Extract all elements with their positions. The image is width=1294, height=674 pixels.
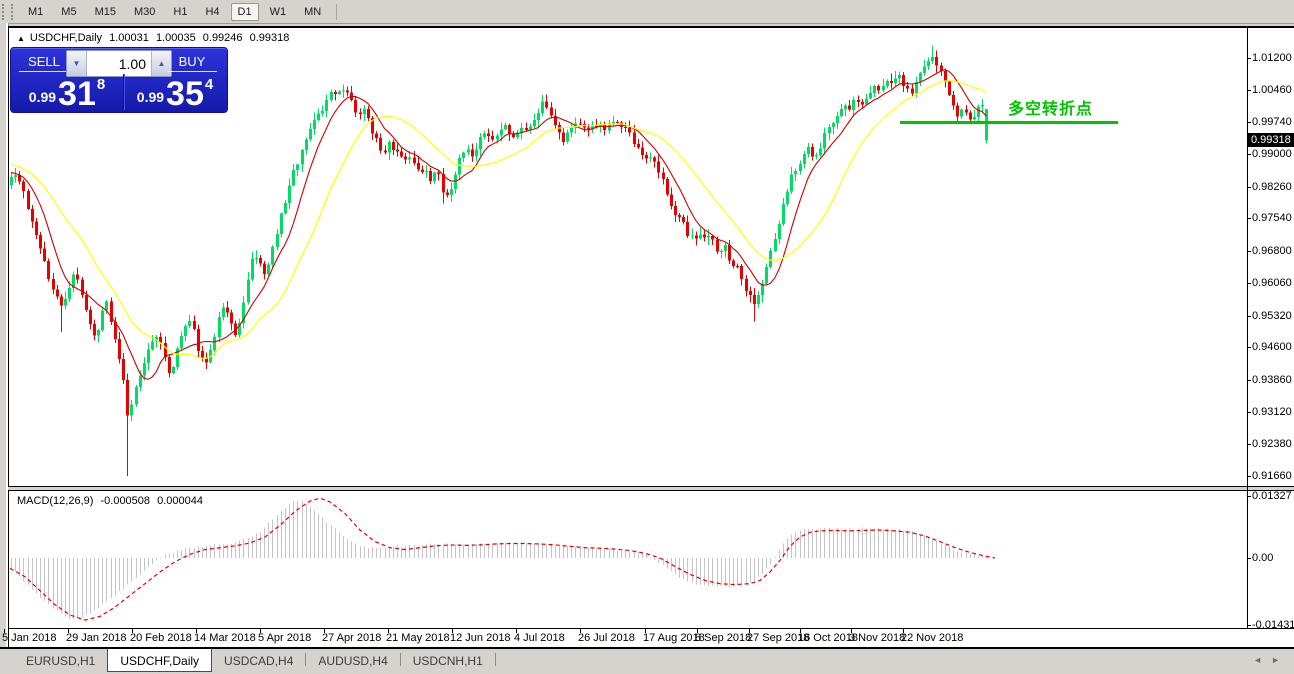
price-axis-label: 0.99000 [1252, 148, 1292, 161]
macd-name: MACD(12,26,9) [17, 495, 94, 507]
timeframe-button-mn[interactable]: MN [297, 3, 328, 21]
sell-price-sup: 8 [96, 76, 106, 93]
ohlc-close: 0.99318 [249, 32, 290, 44]
volume-spinner: ▼ ▲ [66, 50, 172, 77]
buy-price[interactable]: 0.99 35 4 [125, 74, 225, 113]
timeframe-button-m1[interactable]: M1 [21, 3, 50, 21]
date-axis-label: 27 Apr 2018 [322, 632, 382, 644]
date-axis-label: 27 Sep 2018 [747, 632, 810, 644]
tab-separator [494, 653, 496, 666]
price-axis-label: 1.00460 [1252, 84, 1292, 97]
timeframe-button-m5[interactable]: M5 [54, 3, 83, 21]
volume-decrease-button[interactable]: ▼ [67, 51, 87, 76]
current-price-tag: 0.99318 [1248, 133, 1294, 148]
price-axis-label: 0.96800 [1252, 244, 1292, 257]
date-axis-label: 12 Jun 2018 [450, 632, 511, 644]
spinner-up-icon: ▲ [157, 59, 166, 68]
price-axis-label: 0.92380 [1252, 438, 1292, 451]
price-axis-label: 0.98260 [1252, 180, 1292, 193]
sell-price-big: 31 [58, 75, 96, 113]
buy-price-sup: 4 [204, 76, 214, 93]
toolbar-separator [336, 3, 338, 20]
tab-scroll-right-icon[interactable]: ► [1265, 654, 1286, 666]
tab-separator [399, 653, 401, 666]
chart-tab-usdcnh[interactable]: USDCNH,H1 [412, 653, 483, 668]
date-axis-label: 8 Sep 2018 [695, 632, 752, 644]
ohlc-open: 1.00031 [109, 32, 149, 44]
ohlc-low: 0.99246 [202, 32, 243, 44]
price-axis-label: 1.01200 [1252, 52, 1292, 64]
date-axis-label: 17 Aug 2018 [643, 632, 705, 644]
timeframe-toolbar: M1 M5 M15 M30 H1 H4 D1 W1 MN [0, 0, 1294, 24]
date-axis-label: 16 Oct 2018 [798, 632, 858, 644]
date-axis-label: 29 Jan 2018 [66, 632, 127, 644]
chart-header: ▲ USDCHF,Daily 1.00031 1.00035 0.99246 0.… [17, 32, 293, 44]
price-axis-label: 0.93860 [1252, 373, 1292, 386]
sell-button[interactable]: SELL [19, 52, 69, 72]
buy-price-big: 35 [166, 75, 204, 113]
timeframe-button-h4[interactable]: H4 [198, 3, 226, 21]
trend-annotation-label[interactable]: 多空转折点 [1008, 101, 1094, 118]
macd-axis-label: 0.00 [1252, 552, 1274, 564]
date-axis-label: 26 Jul 2018 [578, 632, 635, 644]
chart-tab-bar: EURUSD,H1 USDCHF,Daily USDCAD,H4 AUDUSD,H4 U… [0, 649, 1294, 674]
date-axis-label: 4 Jul 2018 [514, 632, 565, 644]
toolbar-grip-handle[interactable] [2, 3, 13, 20]
price-axis-label: 0.97540 [1252, 212, 1292, 225]
macd-indicator-label: MACD(12,26,9) -0.000508 0.000044 [17, 495, 207, 507]
price-axis-label: 0.96060 [1252, 277, 1292, 290]
price-axis-label: 0.94600 [1252, 341, 1292, 354]
timeframe-button-w1[interactable]: W1 [263, 3, 294, 21]
date-axis-label: 20 Feb 2018 [130, 632, 192, 644]
collapse-triangle-icon[interactable]: ▲ [17, 34, 25, 43]
price-axis-label: 0.99740 [1252, 115, 1292, 128]
date-axis-label: 5 Apr 2018 [258, 632, 312, 644]
sell-price-small: 0.99 [28, 89, 57, 105]
spinner-down-icon: ▼ [72, 59, 81, 68]
price-axis-label: 0.91660 [1252, 469, 1292, 482]
tab-scroll-left-icon[interactable]: ◄ [1247, 654, 1268, 666]
chart-tab-usdcad[interactable]: USDCAD,H4 [224, 653, 294, 668]
one-click-trading-panel: SELL ▼ ▲ BUY 0.99 31 8 0.99 35 4 [10, 47, 228, 113]
timeframe-button-m15[interactable]: M15 [88, 3, 123, 21]
volume-input[interactable] [87, 51, 151, 76]
chart-tab-audusd[interactable]: AUDUSD,H4 [318, 653, 388, 668]
date-axis-label: 5 Jan 2018 [2, 632, 57, 644]
buy-button[interactable]: BUY [167, 52, 217, 72]
timeframe-button-h1[interactable]: H1 [166, 3, 194, 21]
macd-axis-label: -0.01431 [1252, 618, 1294, 631]
ohlc-high: 1.00035 [155, 32, 196, 44]
macd-signal-value: 0.000044 [157, 495, 203, 507]
price-axis-label: 0.93120 [1252, 405, 1292, 418]
buy-price-small: 0.99 [136, 89, 165, 105]
price-axis-label: 0.95320 [1252, 309, 1292, 322]
date-axis-label: 22 Nov 2018 [901, 632, 964, 644]
sell-price[interactable]: 0.99 31 8 [11, 74, 124, 113]
timeframe-button-m30[interactable]: M30 [127, 3, 162, 21]
date-axis-label: 14 Mar 2018 [194, 632, 256, 644]
chart-tab-eurusd[interactable]: EURUSD,H1 [26, 653, 96, 668]
chart-tab-usdchf[interactable]: USDCHF,Daily [107, 649, 213, 672]
macd-value: -0.000508 [100, 495, 151, 507]
date-axis-label: 3 Nov 2018 [849, 632, 906, 644]
tab-separator [305, 653, 307, 666]
macd-axis-label: 0.01327 [1252, 490, 1292, 502]
chart-symbol-title: USDCHF,Daily [29, 32, 103, 44]
chart-area[interactable] [8, 26, 1294, 648]
date-axis-label: 21 May 2018 [386, 632, 450, 644]
timeframe-button-d1[interactable]: D1 [230, 2, 259, 21]
